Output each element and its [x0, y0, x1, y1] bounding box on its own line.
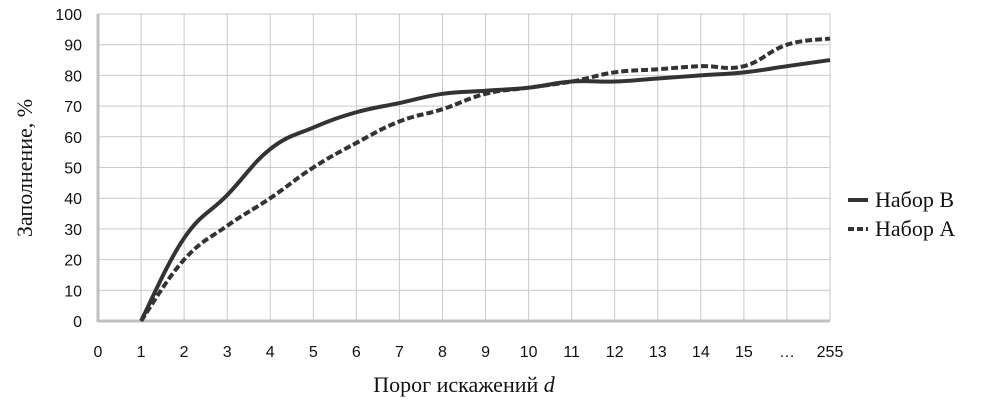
legend-label-series-a: Набор A: [875, 216, 955, 241]
x-tick-label: 10: [520, 344, 538, 361]
axes: [96, 14, 830, 323]
y-tick-label: 60: [64, 130, 82, 147]
y-tick-label: 50: [64, 161, 82, 178]
x-tick-label: 5: [309, 344, 318, 361]
x-tick-label: 8: [438, 344, 447, 361]
y-tick-label: 30: [64, 222, 82, 239]
y-tick-label: 100: [55, 7, 82, 24]
y-tick-label: 20: [64, 253, 82, 270]
y-tick-label: 80: [64, 68, 82, 85]
x-tick-label: 255: [817, 344, 844, 361]
x-tick-label: 2: [180, 344, 189, 361]
grid: [98, 13, 831, 321]
x-tick-label: 15: [735, 344, 753, 361]
y-axis-title: Заполнение, %: [12, 99, 37, 237]
x-tick-label: 6: [352, 344, 361, 361]
x-tick-label: 3: [223, 344, 232, 361]
series-line-a: [139, 36, 831, 323]
y-tick-label: 40: [64, 191, 82, 208]
x-tick-label: …: [779, 344, 795, 361]
x-tick-label: 11: [563, 344, 580, 361]
series-line-b: [139, 58, 831, 322]
x-tick-label: 14: [692, 344, 710, 361]
legend-label-series-b: Набор B: [875, 187, 954, 212]
x-tick-label: 4: [266, 344, 275, 361]
y-tick-label: 10: [64, 283, 82, 300]
x-tick-label: 12: [606, 344, 624, 361]
x-tick-label: 0: [94, 344, 103, 361]
x-axis-title: Порог искажений d: [373, 372, 556, 397]
series-lines: [139, 36, 831, 323]
y-tick-label: 90: [64, 38, 82, 55]
x-tick-label: 7: [395, 344, 404, 361]
x-tick-label: 9: [481, 344, 490, 361]
y-tick-label: 70: [64, 99, 82, 116]
legend: Набор B Набор A: [848, 187, 955, 241]
y-tick-label: 0: [73, 314, 82, 331]
x-tick-label: 13: [649, 344, 667, 361]
x-tick-label: 1: [137, 344, 146, 361]
